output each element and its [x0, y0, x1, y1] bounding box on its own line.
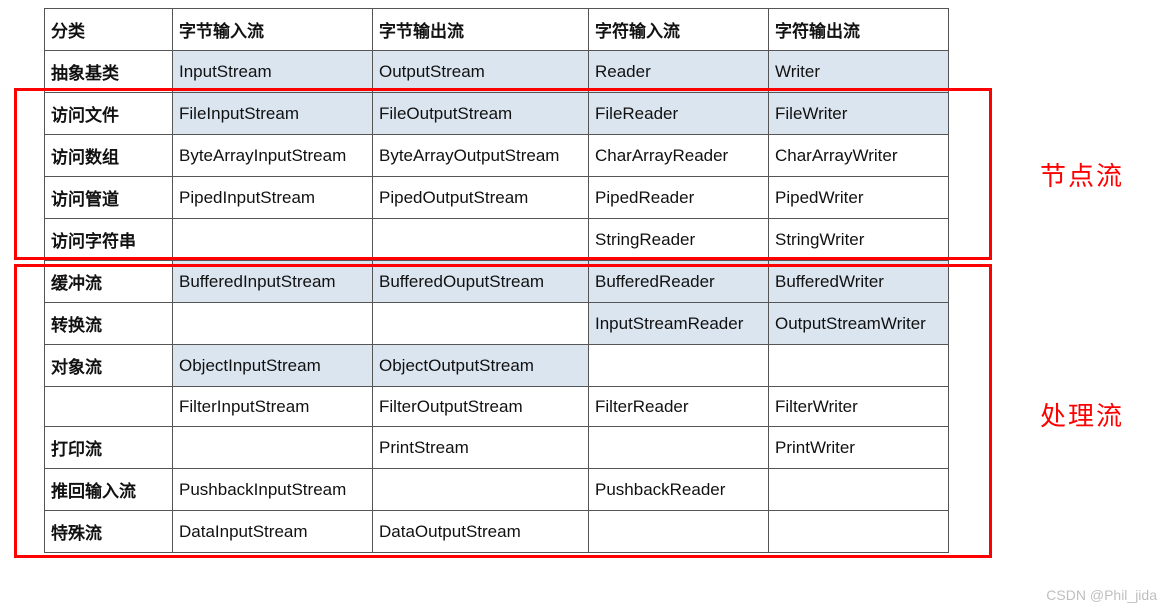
row-head-cell: 对象流	[45, 345, 173, 387]
row-head-cell: 转换流	[45, 303, 173, 345]
row-head-cell: 访问文件	[45, 93, 173, 135]
table-cell: Reader	[589, 51, 769, 93]
table-cell: FilterWriter	[769, 387, 949, 427]
table-cell	[769, 345, 949, 387]
table-cell	[373, 219, 589, 261]
table-row: 对象流ObjectInputStreamObjectOutputStream	[45, 345, 949, 387]
row-head-cell: 缓冲流	[45, 261, 173, 303]
table-cell: ByteArrayOutputStream	[373, 135, 589, 177]
header-cell: 字节输入流	[173, 9, 373, 51]
table-cell: BufferedOuputStream	[373, 261, 589, 303]
row-head-cell	[45, 387, 173, 427]
table-cell: FilterOutputStream	[373, 387, 589, 427]
table-cell: FileWriter	[769, 93, 949, 135]
table-cell: OutputStream	[373, 51, 589, 93]
node-stream-label: 节点流	[1040, 156, 1124, 193]
table-row: 缓冲流BufferedInputStreamBufferedOuputStrea…	[45, 261, 949, 303]
header-cell: 字节输出流	[373, 9, 589, 51]
table-row: 访问字符串 StringReaderStringWriter	[45, 219, 949, 261]
table-cell	[769, 511, 949, 553]
table-cell: StringReader	[589, 219, 769, 261]
table-row: 特殊流DataInputStreamDataOutputStream	[45, 511, 949, 553]
table-cell: PipedInputStream	[173, 177, 373, 219]
table-row: 访问文件FileInputStreamFileOutputStreamFileR…	[45, 93, 949, 135]
table-cell: FilterInputStream	[173, 387, 373, 427]
table-row: 转换流 InputStreamReaderOutputStreamWriter	[45, 303, 949, 345]
table-row: 推回输入流PushbackInputStream PushbackReader	[45, 469, 949, 511]
row-head-cell: 访问管道	[45, 177, 173, 219]
table-row: 打印流 PrintStream PrintWriter	[45, 427, 949, 469]
table-cell: PushbackInputStream	[173, 469, 373, 511]
row-head-cell: 抽象基类	[45, 51, 173, 93]
table-cell: BufferedWriter	[769, 261, 949, 303]
table-cell: DataOutputStream	[373, 511, 589, 553]
table-cell: FilterReader	[589, 387, 769, 427]
table-cell: InputStream	[173, 51, 373, 93]
watermark-text: CSDN @Phil_jida	[1046, 587, 1157, 603]
table-cell	[373, 469, 589, 511]
table-cell: DataInputStream	[173, 511, 373, 553]
table-cell: PipedReader	[589, 177, 769, 219]
stage: 分类 字节输入流 字节输出流 字符输入流 字符输出流 抽象基类InputStre…	[0, 0, 1167, 609]
header-cell: 分类	[45, 9, 173, 51]
table-cell: PushbackReader	[589, 469, 769, 511]
table-cell: ByteArrayInputStream	[173, 135, 373, 177]
header-cell: 字符输入流	[589, 9, 769, 51]
process-stream-label: 处理流	[1040, 396, 1124, 433]
table-cell: FileInputStream	[173, 93, 373, 135]
table-cell	[173, 427, 373, 469]
row-head-cell: 特殊流	[45, 511, 173, 553]
table-cell	[589, 511, 769, 553]
table-cell: PrintStream	[373, 427, 589, 469]
table-cell: OutputStreamWriter	[769, 303, 949, 345]
table-cell	[589, 345, 769, 387]
table-cell: PipedWriter	[769, 177, 949, 219]
table-cell: ObjectOutputStream	[373, 345, 589, 387]
table-cell	[589, 427, 769, 469]
table-row: 访问管道PipedInputStreamPipedOutputStreamPip…	[45, 177, 949, 219]
table-cell: PrintWriter	[769, 427, 949, 469]
table-cell	[373, 303, 589, 345]
table-cell	[173, 219, 373, 261]
io-stream-table: 分类 字节输入流 字节输出流 字符输入流 字符输出流 抽象基类InputStre…	[44, 8, 949, 553]
row-head-cell: 推回输入流	[45, 469, 173, 511]
row-head-cell: 访问字符串	[45, 219, 173, 261]
table-cell: FileOutputStream	[373, 93, 589, 135]
table-cell: InputStreamReader	[589, 303, 769, 345]
header-cell: 字符输出流	[769, 9, 949, 51]
table-row: 访问数组ByteArrayInputStreamByteArrayOutputS…	[45, 135, 949, 177]
table-row: 抽象基类InputStreamOutputStreamReaderWriter	[45, 51, 949, 93]
table-cell	[173, 303, 373, 345]
table-cell: FileReader	[589, 93, 769, 135]
table-cell: BufferedInputStream	[173, 261, 373, 303]
row-head-cell: 访问数组	[45, 135, 173, 177]
table-cell	[769, 469, 949, 511]
row-head-cell: 打印流	[45, 427, 173, 469]
table-header-row: 分类 字节输入流 字节输出流 字符输入流 字符输出流	[45, 9, 949, 51]
table-row: FilterInputStreamFilterOutputStreamFilte…	[45, 387, 949, 427]
table-cell: StringWriter	[769, 219, 949, 261]
table-cell: ObjectInputStream	[173, 345, 373, 387]
table-cell: PipedOutputStream	[373, 177, 589, 219]
table-cell: BufferedReader	[589, 261, 769, 303]
table-cell: CharArrayWriter	[769, 135, 949, 177]
table-cell: Writer	[769, 51, 949, 93]
table-cell: CharArrayReader	[589, 135, 769, 177]
